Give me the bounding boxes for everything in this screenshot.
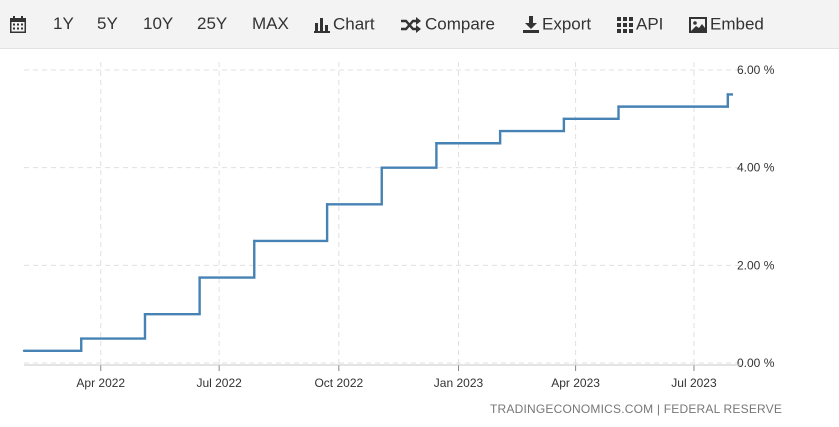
y-tick-label: 0.00 % [737,356,775,370]
toolbar: 1Y 5Y 10Y 25Y MAX Chart Compare [0,0,839,49]
y-tick-label: 4.00 % [737,161,775,175]
data-point [617,105,620,108]
compare-button[interactable]: Compare [400,0,495,48]
data-point [498,129,502,133]
image-icon [689,16,707,33]
x-tick-label: Oct 2022 [314,376,363,390]
x-tick-label: Jul 2022 [196,376,242,390]
export-button[interactable]: Export [523,0,591,48]
download-icon [523,16,539,34]
data-point [80,337,83,340]
chart-label: Chart [333,14,375,34]
range-25y-button[interactable]: 25Y [197,14,228,33]
embed-label: Embed [710,14,764,34]
source-credit: TRADINGECONOMICS.COM | FEDERAL RESERVE [490,402,783,416]
x-tick-label: Jan 2023 [434,376,484,390]
x-tick-label: Jul 2023 [671,376,717,390]
embed-button[interactable]: Embed [689,0,764,48]
range-max-button[interactable]: MAX [252,14,289,33]
range-1y-button[interactable]: 1Y [53,14,74,33]
calendar-icon [9,15,27,34]
x-tick-label: Apr 2023 [551,376,600,390]
chart-type-button[interactable]: Chart [314,0,375,48]
y-tick-label: 6.00 % [737,63,775,77]
rate-step-line [24,93,733,352]
export-label: Export [542,14,592,34]
x-tick-label: Apr 2022 [76,376,125,390]
data-point [726,93,729,96]
calendar-button[interactable] [9,0,30,48]
interest-rate-chart: 0.00 % 2.00 % 4.00 % 6.00 % Apr 2022 Jul 2022… [22,62,775,390]
data-point [198,276,201,279]
data-point [253,239,256,243]
api-button[interactable]: API [617,0,663,48]
data-point [562,117,566,121]
y-tick-label: 2.00 % [737,258,775,272]
range-10y-button[interactable]: 10Y [143,14,174,33]
data-point [435,142,438,145]
data-point [22,349,26,352]
shuffle-icon [400,16,422,33]
range-5y-button[interactable]: 5Y [97,14,118,33]
api-label: API [636,14,664,34]
compare-label: Compare [425,14,495,34]
bar-chart-icon [314,17,330,33]
data-point [143,312,147,316]
data-point [380,166,383,169]
grid-icon [617,16,633,33]
data-point [325,203,329,206]
